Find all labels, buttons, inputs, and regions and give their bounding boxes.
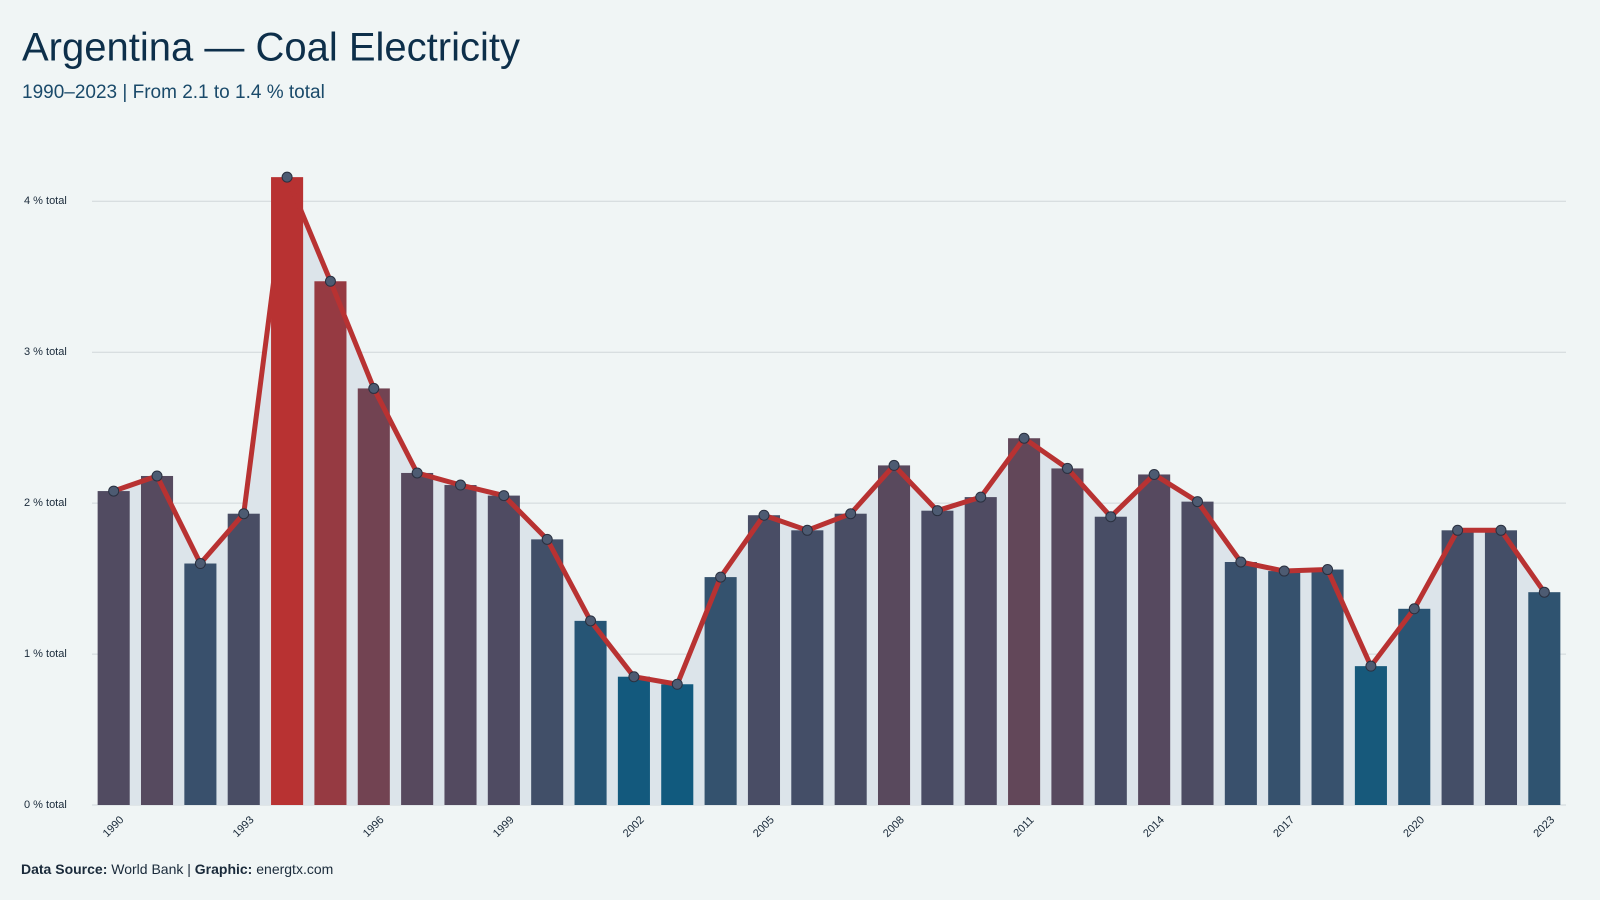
- marker: [975, 491, 987, 503]
- bar: [574, 620, 607, 805]
- bar: [1441, 530, 1474, 805]
- bar: [227, 513, 260, 805]
- marker: [1061, 462, 1073, 474]
- bar: [1354, 666, 1387, 805]
- y-tick-label: 0 % total: [24, 799, 67, 811]
- x-tick-label: 2005: [751, 814, 777, 840]
- marker: [1322, 564, 1334, 576]
- marker: [1495, 524, 1507, 536]
- y-tick-label: 1 % total: [24, 648, 67, 660]
- bar: [97, 491, 130, 805]
- marker: [281, 171, 293, 183]
- bar: [140, 475, 174, 805]
- marker: [1018, 432, 1030, 444]
- bar: [487, 495, 520, 805]
- marker: [368, 382, 380, 394]
- marker: [541, 533, 553, 545]
- marker: [1235, 556, 1247, 568]
- marker: [498, 490, 510, 502]
- marker: [1278, 565, 1290, 577]
- chart-title: Argentina — Coal Electricity: [22, 26, 520, 70]
- y-tick-label: 3 % total: [24, 346, 67, 358]
- marker: [801, 524, 813, 536]
- line: [112, 174, 1547, 687]
- marker: [1538, 586, 1550, 598]
- bar: [964, 497, 997, 805]
- bar: [747, 515, 781, 805]
- chart-subtitle: 1990–2023 | From 2.1 to 1.4 % total: [22, 82, 325, 103]
- bar: [357, 388, 390, 805]
- bar: [1181, 501, 1214, 805]
- x-tick-label: 1990: [101, 814, 127, 840]
- bar: [1398, 608, 1431, 805]
- graphic: energtx.com: [256, 861, 333, 877]
- marker: [1148, 468, 1160, 480]
- marker: [108, 485, 120, 497]
- bar: [1268, 571, 1301, 805]
- source: World Bank: [111, 861, 184, 877]
- marker: [758, 509, 770, 521]
- marker: [888, 459, 900, 471]
- x-tick-label: 1999: [491, 814, 517, 840]
- bar: [834, 513, 867, 805]
- source-label: Data Source:: [21, 861, 107, 877]
- marker: [845, 508, 857, 520]
- x-tick-label: 2011: [1011, 814, 1036, 839]
- bar: [1224, 562, 1257, 805]
- bar: [791, 530, 824, 805]
- bar: [531, 539, 564, 805]
- marker: [194, 558, 206, 570]
- marker: [715, 571, 727, 583]
- marker: [324, 275, 336, 287]
- marker: [1105, 511, 1117, 523]
- bar: [271, 177, 304, 805]
- bar: [401, 472, 434, 805]
- bar: [184, 563, 217, 805]
- x-tick-label: 1996: [361, 814, 387, 840]
- marker: [411, 467, 423, 479]
- bar: [1528, 592, 1561, 805]
- bar: [1311, 569, 1344, 805]
- marker: [671, 678, 683, 690]
- graphic-label: Graphic:: [195, 861, 253, 877]
- bar: [877, 465, 911, 805]
- x-tick-label: 2023: [1531, 814, 1557, 840]
- marker: [1365, 660, 1377, 672]
- marker: [151, 470, 163, 482]
- bar: [921, 510, 954, 805]
- bar: [1484, 530, 1518, 805]
- x-tick-label: 2017: [1271, 814, 1297, 840]
- bar: [661, 684, 694, 805]
- bar: [1094, 516, 1127, 805]
- x-tick-label: 2014: [1141, 814, 1167, 840]
- marker: [455, 479, 466, 491]
- bar: [1138, 474, 1171, 805]
- separator: |: [187, 861, 191, 877]
- x-tick-label: 2020: [1401, 814, 1427, 840]
- marker: [628, 671, 640, 683]
- marker: [1192, 496, 1203, 508]
- y-tick-label: 4 % total: [24, 195, 67, 207]
- marker: [931, 505, 943, 517]
- x-tick-label: 2008: [881, 814, 907, 840]
- bar: [1051, 468, 1084, 805]
- marker: [1452, 524, 1464, 536]
- marker: [238, 508, 250, 520]
- bar: [314, 281, 347, 805]
- marker: [585, 615, 597, 627]
- bar: [1008, 438, 1041, 805]
- x-tick-label: 1993: [231, 814, 257, 840]
- marker: [1408, 603, 1420, 615]
- bar: [444, 485, 477, 805]
- footer: Data Source: World Bank | Graphic: energ…: [21, 861, 333, 877]
- bar: [617, 676, 650, 805]
- y-tick-label: 2 % total: [24, 497, 67, 509]
- x-tick-label: 2002: [621, 814, 647, 840]
- bar: [704, 577, 737, 805]
